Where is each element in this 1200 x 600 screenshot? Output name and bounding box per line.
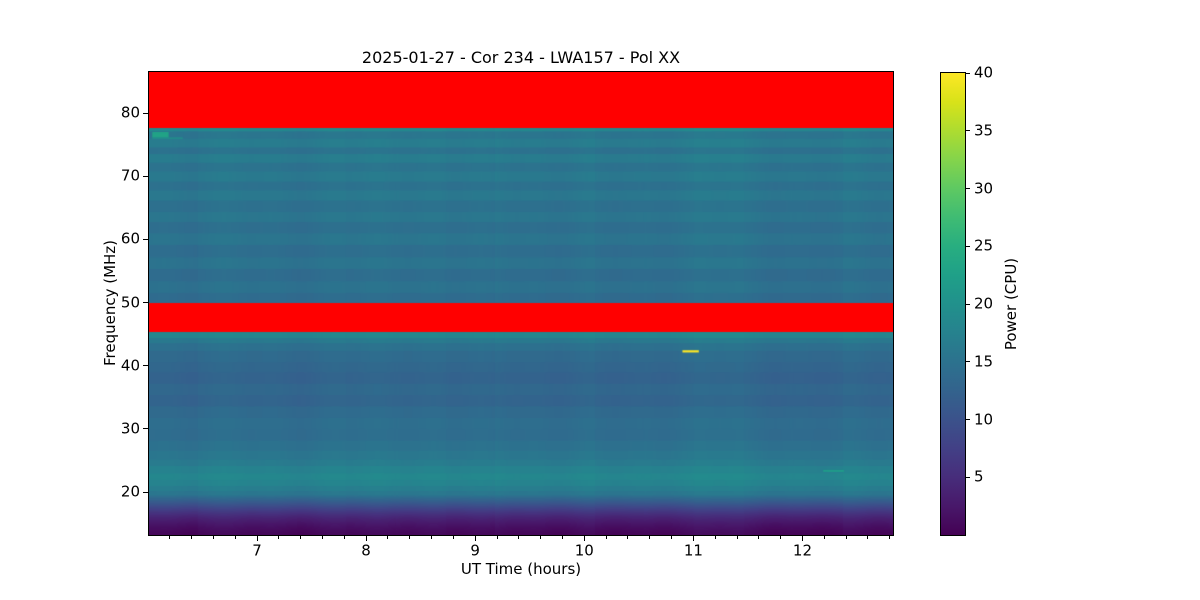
x-tick-label: 10: [574, 541, 594, 560]
x-tick-label: 8: [361, 541, 371, 560]
x-minor-tick: [191, 536, 193, 539]
y-tick: [143, 175, 148, 177]
x-minor-tick: [736, 536, 738, 539]
x-tick: [256, 536, 258, 541]
colorbar-tick: [966, 245, 970, 247]
x-minor-tick: [321, 536, 323, 539]
y-tick-label: 50: [120, 293, 140, 312]
heatmap-canvas: [149, 72, 893, 535]
y-tick-label: 60: [120, 229, 140, 248]
x-tick: [365, 536, 367, 541]
colorbar-tick: [966, 361, 970, 363]
x-minor-tick: [212, 536, 214, 539]
x-minor-tick: [343, 536, 345, 539]
y-tick: [143, 112, 148, 114]
x-minor-tick: [169, 536, 171, 539]
y-tick-label: 40: [120, 356, 140, 375]
colorbar-tick-label: 20: [974, 294, 994, 313]
x-minor-tick: [823, 536, 825, 539]
colorbar-tick: [966, 419, 970, 420]
plot-title: 2025-01-27 - Cor 234 - LWA157 - Pol XX: [361, 48, 681, 67]
x-minor-tick: [561, 536, 563, 539]
x-minor-tick: [409, 536, 411, 539]
heatmap-plot: [148, 71, 894, 536]
y-axis-label: Frequency (MHz): [101, 239, 119, 367]
x-minor-tick: [496, 536, 498, 539]
y-tick-label: 30: [120, 419, 140, 438]
colorbar-tick: [966, 130, 970, 132]
x-tick-label: 12: [792, 541, 812, 560]
colorbar-tick: [966, 476, 970, 478]
y-tick: [143, 365, 148, 367]
colorbar-tick-label: 35: [974, 121, 994, 140]
colorbar-tick-label: 25: [974, 236, 994, 255]
colorbar-tick: [966, 188, 970, 189]
x-minor-tick: [780, 536, 782, 539]
y-tick: [143, 491, 148, 493]
colorbar-tick: [966, 72, 970, 74]
x-tick-label: 7: [252, 541, 262, 560]
x-minor-tick: [518, 536, 520, 539]
y-tick: [143, 238, 148, 240]
y-tick-label: 80: [120, 103, 140, 122]
x-minor-tick: [845, 536, 847, 539]
colorbar-label: Power (CPU): [1002, 257, 1020, 351]
x-minor-tick: [387, 536, 389, 539]
x-tick-label: 9: [470, 541, 480, 560]
colorbar-tick: [966, 303, 970, 305]
x-minor-tick: [431, 536, 433, 539]
y-tick-label: 20: [120, 482, 140, 501]
x-minor-tick: [867, 536, 869, 539]
colorbar: [940, 72, 966, 536]
x-minor-tick: [758, 536, 760, 539]
x-tick: [801, 536, 803, 541]
x-minor-tick: [234, 536, 236, 539]
x-minor-tick: [540, 536, 542, 539]
colorbar-tick-label: 5: [974, 467, 984, 486]
x-axis-label: UT Time (hours): [460, 560, 582, 578]
colorbar-tick-label: 10: [974, 410, 994, 428]
x-tick: [583, 536, 585, 541]
x-minor-tick: [300, 536, 302, 539]
x-minor-tick: [889, 536, 891, 539]
x-tick: [474, 536, 476, 541]
y-tick: [143, 302, 148, 304]
x-minor-tick: [714, 536, 716, 539]
x-minor-tick: [605, 536, 607, 539]
colorbar-tick-label: 30: [974, 179, 994, 197]
x-minor-tick: [671, 536, 673, 539]
colorbar-tick-label: 15: [974, 352, 994, 371]
x-tick-label: 11: [683, 541, 703, 560]
y-tick-label: 70: [120, 166, 140, 185]
x-minor-tick: [278, 536, 280, 539]
x-tick: [692, 536, 694, 541]
x-minor-tick: [627, 536, 629, 539]
x-minor-tick: [649, 536, 651, 539]
x-minor-tick: [452, 536, 454, 539]
y-tick: [143, 428, 148, 430]
colorbar-tick-label: 40: [974, 63, 994, 82]
